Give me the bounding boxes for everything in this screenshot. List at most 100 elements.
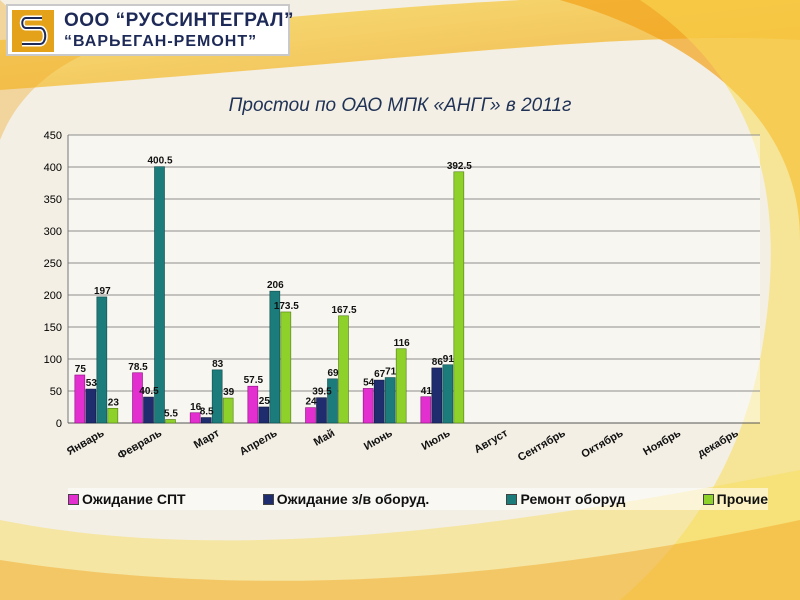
data-label: 39 [223, 387, 235, 398]
x-tick-label: Январь [65, 427, 107, 458]
data-label: 86 [432, 357, 444, 368]
legend-swatch [262, 493, 274, 505]
data-label: 167.5 [331, 305, 356, 316]
company-name: ООО “РУССИНТЕГРАЛ” [64, 10, 295, 31]
bar [327, 378, 338, 424]
legend-item: Ожидание СПТ [68, 491, 186, 507]
y-axis-ticks: 0 50 100 150 200 250 300 350 400 450 [44, 130, 62, 430]
data-label: 71 [385, 367, 397, 378]
legend-item: Ожидание з/в оборуд. [262, 491, 430, 507]
bar [132, 372, 143, 424]
bar [384, 377, 396, 424]
legend-label: Ожидание з/в оборуд. [276, 491, 430, 507]
bar [338, 315, 349, 424]
data-label: 54 [363, 377, 375, 388]
y-tick-label: 300 [44, 226, 62, 238]
plot-area [68, 135, 760, 423]
x-tick-label: Август [472, 427, 510, 456]
bar [305, 407, 316, 424]
bar [258, 406, 270, 424]
y-tick-label: 150 [44, 322, 62, 334]
data-label: 5.5 [164, 408, 178, 419]
x-tick-label: декабрь [696, 427, 741, 460]
y-tick-label: 250 [44, 258, 62, 270]
data-label: 206 [267, 280, 284, 291]
bars [74, 166, 465, 424]
x-tick-label: Сентябрь [516, 427, 568, 464]
legend-swatch [506, 493, 518, 505]
bar [247, 385, 259, 424]
bar [200, 417, 212, 424]
data-labels: 75 53 197 23 78.5 40.5 400.5 5.5 168.5 83 39 57.5 25… [75, 156, 473, 420]
bar [420, 396, 432, 424]
bar [442, 364, 454, 424]
data-label: 197 [94, 286, 111, 297]
bar [143, 396, 154, 424]
legend-label: Прочие [716, 491, 768, 507]
stylized-s-logo-icon [12, 10, 54, 52]
data-label: 8.5 [200, 407, 214, 418]
data-label: 23 [108, 397, 120, 408]
bar [453, 171, 465, 424]
bar [189, 412, 201, 424]
data-label: 75 [75, 364, 87, 375]
data-label: 392.5 [447, 161, 472, 172]
legend-label: Ожидание СПТ [82, 491, 186, 507]
y-tick-label: 50 [50, 386, 62, 398]
x-tick-label: Июль [420, 427, 453, 453]
x-tick-label: Октябрь [579, 427, 625, 461]
x-tick-label: Март [192, 427, 222, 451]
bar [107, 407, 119, 424]
bar [165, 419, 176, 424]
y-tick-label: 400 [44, 162, 62, 174]
legend-swatch [702, 493, 714, 505]
bar [222, 397, 234, 424]
bar [154, 166, 165, 424]
data-label: 24 [305, 397, 317, 408]
bar [362, 388, 374, 424]
bar [85, 388, 97, 424]
legend-item: Прочие [702, 491, 768, 507]
data-label: 16 [190, 402, 202, 413]
bar [211, 369, 223, 424]
bar [431, 367, 443, 424]
bar [96, 296, 108, 424]
data-label: 53 [86, 378, 98, 389]
x-axis-ticks: Январь Февраль Март Апрель Май Июнь Июль Август… [65, 427, 741, 464]
legend: Ожидание СПТ Ожидание з/в оборуд. Ремонт о… [68, 488, 768, 510]
data-label: 78.5 [128, 362, 148, 373]
y-tick-label: 450 [44, 130, 62, 142]
x-tick-label: Февраль [116, 427, 165, 462]
bar [280, 311, 292, 424]
data-label: 40.5 [139, 386, 159, 397]
data-label: 173.5 [274, 301, 299, 312]
y-tick-label: 350 [44, 194, 62, 206]
y-tick-label: 0 [56, 418, 62, 430]
bar [395, 348, 407, 424]
y-tick-label: 200 [44, 290, 62, 302]
company-logo: ООО “РУССИНТЕГРАЛ” “ВАРЬЕГАН-РЕМОНТ” [6, 4, 294, 56]
bar [316, 397, 327, 424]
data-label: 69 [327, 368, 339, 379]
legend-swatch [68, 493, 79, 505]
data-label: 400.5 [147, 156, 172, 167]
data-label: 41 [421, 386, 433, 397]
x-tick-label: Май [312, 427, 337, 448]
data-label: 39.5 [312, 387, 332, 398]
x-tick-label: Ноябрь [641, 427, 683, 458]
x-tick-label: Июнь [362, 427, 395, 453]
data-label: 67 [374, 369, 386, 380]
y-tick-label: 100 [44, 354, 62, 366]
data-label: 25 [259, 396, 271, 407]
company-subtitle: “ВАРЬЕГАН-РЕМОНТ” [64, 33, 258, 50]
data-label: 57.5 [244, 375, 264, 386]
bar [269, 290, 281, 424]
bar [373, 379, 385, 424]
data-label: 116 [394, 338, 411, 349]
legend-item: Ремонт оборуд [506, 491, 625, 507]
data-label: 83 [212, 359, 224, 370]
legend-label: Ремонт оборуд [520, 491, 626, 507]
bar [74, 374, 86, 424]
